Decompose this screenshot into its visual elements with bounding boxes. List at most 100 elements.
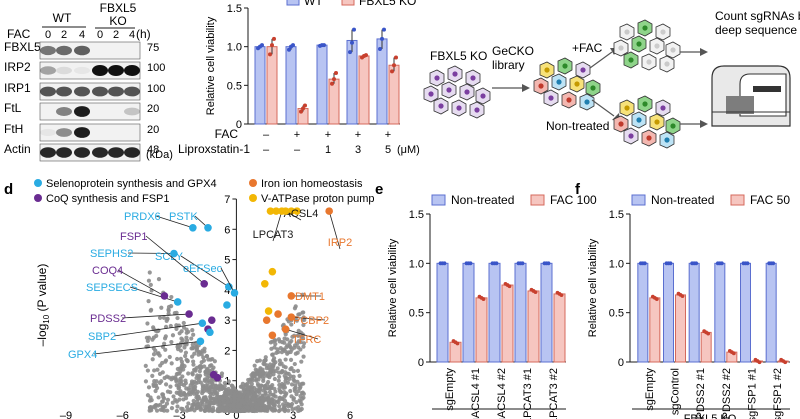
point-gene: [182, 345, 187, 350]
legend-label-iron: Iron ion homeostasis: [261, 178, 363, 190]
point-nontreated: [468, 261, 473, 266]
arrow-fac: [589, 51, 613, 69]
blot-protein-label: FBXL5: [4, 40, 41, 54]
point-gene: [260, 398, 266, 403]
point-gene: [291, 397, 296, 402]
cell-nucleus: [590, 85, 596, 91]
point-gene: [190, 354, 195, 359]
point-gene: [163, 334, 168, 339]
point-gene: [163, 359, 168, 364]
point-sephs2: [170, 249, 178, 258]
point-gene: [241, 408, 246, 413]
screen-schematic: FBXL5 KO GeCKO library +FAC Non-treated Count…: [423, 9, 800, 149]
point-gene: [229, 383, 234, 388]
point-gene: [168, 323, 173, 329]
point-wt: [352, 27, 356, 32]
cell-nucleus: [474, 107, 480, 113]
point-gene: [174, 323, 179, 328]
point-iron: [274, 310, 282, 318]
sequencer-tray: [726, 96, 754, 114]
viability-chart-e: e 0 0.5 1.0 1.5 Relative cell viability Non-tr…: [375, 181, 597, 419]
point-gene: [248, 392, 253, 397]
blot-group-ko: FBXL5 KO: [100, 1, 137, 28]
row-liprox-value: –: [294, 144, 301, 156]
point-gene: [190, 328, 195, 333]
blot-protein-label: FtL: [4, 101, 22, 115]
point-gene: [277, 404, 282, 409]
point-irp2: [325, 207, 333, 215]
point-ko: [364, 53, 368, 58]
point-gene: [191, 362, 196, 367]
point-gene: [227, 388, 232, 394]
point-gene: [225, 408, 230, 413]
bar-nontreated: [714, 262, 726, 363]
point-gene: [277, 374, 282, 379]
point-gene: [288, 357, 294, 362]
bar-nontreated: [488, 262, 501, 363]
point-gene: [208, 396, 213, 401]
legend-label-fac: FAC 50: [750, 193, 790, 207]
point-gene: [175, 371, 181, 376]
bar-fac: [649, 297, 661, 363]
leader-line: [113, 322, 203, 337]
cell-nucleus: [628, 133, 634, 139]
cell-nucleus: [646, 135, 652, 141]
point-gene: [277, 395, 283, 400]
point-gene: [256, 394, 261, 400]
leader-line: [155, 215, 193, 229]
bar-wt: [285, 46, 297, 125]
blot-band: [56, 128, 72, 137]
x-tick-label: 6: [347, 410, 353, 419]
blot-band: [74, 127, 90, 138]
blot-mw-label: 75: [147, 42, 159, 54]
y-tick-label: 0: [236, 119, 242, 131]
cell-nucleus: [566, 97, 572, 103]
point-gene: [147, 270, 152, 275]
bar-nontreated: [765, 262, 777, 363]
x-category-label: sgLPCAT3 #2: [548, 368, 560, 419]
y-axis-label: –log10 (P value): [35, 264, 51, 347]
legend-dot-vatpase: [249, 194, 257, 202]
legend-swatch-fac: [530, 194, 545, 206]
point-gene: [164, 318, 169, 323]
point-gene: [263, 355, 268, 360]
point-gene: [186, 387, 192, 392]
point-gene: [271, 356, 277, 361]
point-gene: [204, 388, 209, 393]
cell-nucleus: [670, 47, 676, 53]
point-gene: [297, 312, 302, 317]
point-gene: [157, 315, 163, 320]
arrow-seq-1-head: [700, 48, 708, 56]
point-gene: [183, 350, 189, 355]
point-gene: [293, 406, 298, 411]
point-gene: [198, 407, 203, 412]
y-tick-label: 1.0: [227, 42, 242, 54]
blot-protein-label: FtH: [4, 122, 23, 136]
leader-line: [328, 211, 341, 250]
point-ko: [270, 43, 274, 48]
point-gene: [203, 398, 208, 403]
cell-nucleus: [670, 123, 676, 129]
point-gene: [151, 352, 157, 357]
point-wt: [348, 50, 352, 55]
point-gene: [277, 382, 282, 388]
point-gene: [174, 408, 179, 414]
blot-group-wt: WT: [53, 11, 72, 25]
point-gene: [222, 380, 227, 386]
x-category-label: sgACSL4 #1: [470, 368, 482, 419]
point-fac: [455, 341, 460, 346]
row-liprox-value: 1: [325, 144, 331, 156]
cell-nucleus: [636, 41, 642, 47]
gene-label-gpx4: GPX4: [68, 349, 97, 361]
blot-band: [74, 66, 90, 75]
point-gene: [160, 407, 165, 412]
point-gene: [145, 393, 151, 398]
bar-wt: [376, 38, 388, 125]
blot-band: [108, 86, 124, 97]
point-gene: [200, 402, 205, 407]
point-gene: [288, 374, 293, 379]
point-gene: [293, 383, 298, 388]
point-gene: [146, 299, 151, 304]
point-gene: [219, 371, 225, 376]
legend-label-fac: FAC 100: [550, 193, 597, 207]
